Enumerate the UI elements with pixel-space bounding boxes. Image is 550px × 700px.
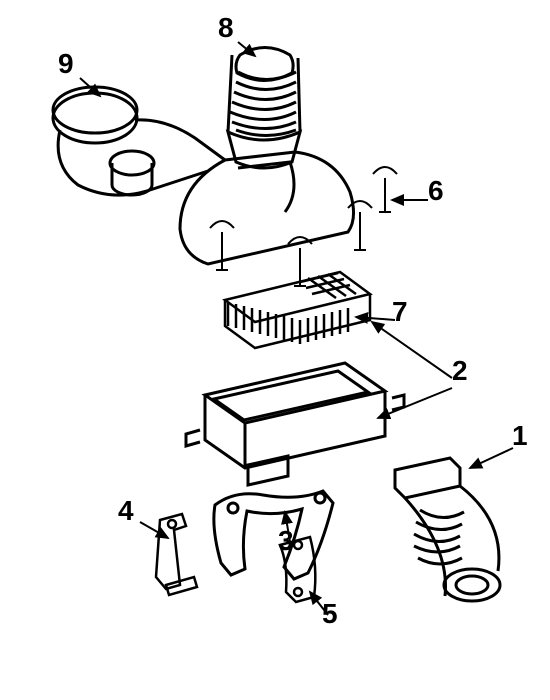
callout-label-4: 4: [118, 495, 134, 527]
part-air-inlet-hose: [395, 458, 500, 601]
part-air-cleaner-base: [186, 363, 404, 485]
callout-label-9: 9: [58, 48, 74, 80]
part-air-filter-element: [225, 272, 370, 348]
callout-label-5: 5: [322, 598, 338, 630]
callout-label-1: 1: [512, 420, 528, 452]
callout-label-8: 8: [218, 12, 234, 44]
part-bracket-left: [156, 514, 197, 595]
parts-diagram-canvas: [0, 0, 550, 700]
callout-label-6: 6: [428, 175, 444, 207]
callout-label-3: 3: [278, 525, 294, 557]
part-outlet-duct-hose: [228, 48, 300, 169]
callout-label-7: 7: [392, 296, 408, 328]
callout-label-2: 2: [452, 355, 468, 387]
part-air-cleaner-cover: [180, 152, 397, 286]
